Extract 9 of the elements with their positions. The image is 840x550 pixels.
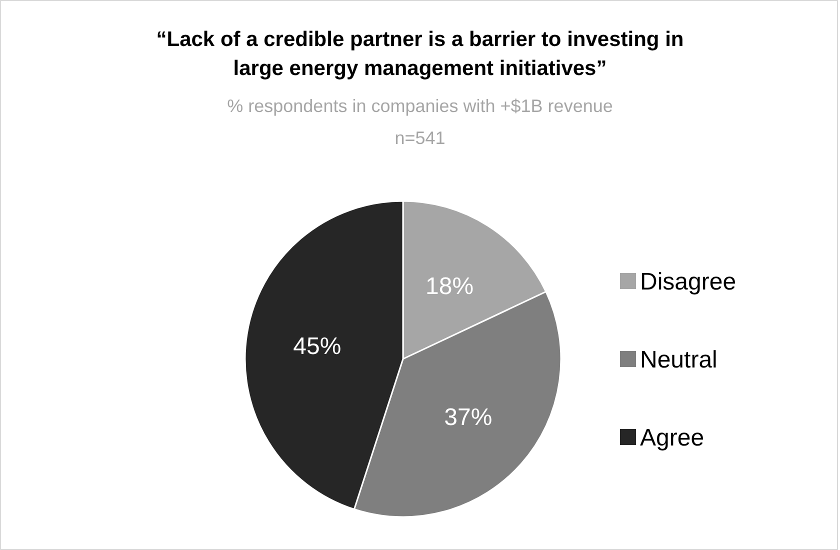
data-label: 18% (426, 273, 474, 300)
chart-title: “Lack of a credible partner is a barrier to investing in large energy management initiatives” (156, 28, 684, 80)
legend-label: Neutral (640, 346, 718, 374)
text: n=541 (394, 128, 446, 148)
chart-subtitle: % respondents in companies with +$1B revenue (227, 96, 613, 116)
data-label: 37% (444, 404, 492, 431)
legend-label: Disagree (640, 268, 736, 296)
data-label: 45% (293, 332, 342, 360)
legend-label: Agree (640, 424, 704, 452)
